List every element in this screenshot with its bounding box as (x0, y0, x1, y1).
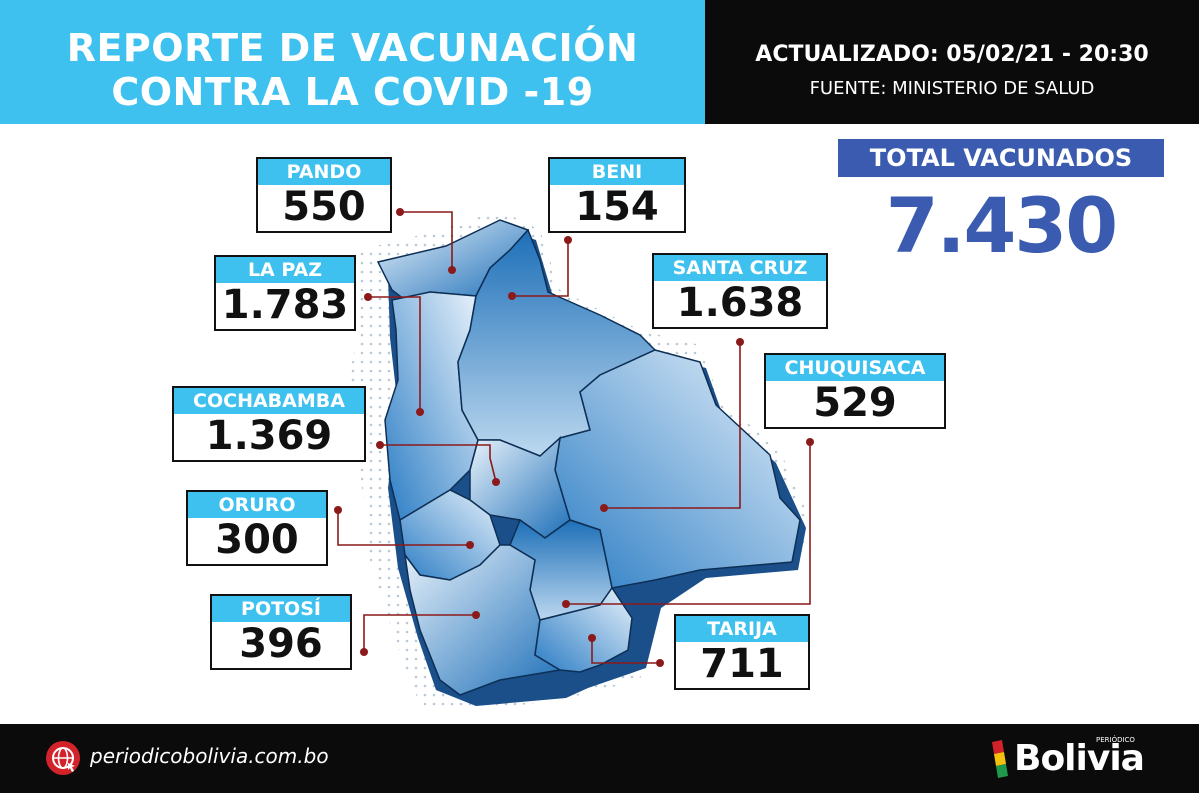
leader-line-chuquisaca (566, 442, 811, 605)
dept-label-beni: BENI (550, 159, 684, 185)
leader-dot (472, 611, 480, 619)
leader-dot (334, 506, 342, 514)
dept-box-oruro: ORURO 300 (186, 490, 328, 566)
leader-line-tarija (591, 638, 660, 664)
dept-box-beni: BENI 154 (548, 157, 686, 233)
dept-value-pando: 550 (282, 184, 366, 230)
dept-label-la-paz: LA PAZ (216, 257, 354, 283)
website-link[interactable]: periodicobolivia.com.bo (90, 744, 329, 768)
title-line-1: REPORTE DE VACUNACIÓN (66, 26, 639, 70)
footer-bar: periodicobolivia.com.bo Bolivia PERIÓDIC… (0, 724, 1199, 793)
leader-dot (588, 634, 596, 642)
title-line-2: CONTRA LA COVID -19 (111, 70, 594, 114)
dept-value-beni: 154 (575, 184, 659, 230)
leader-dot (656, 659, 664, 667)
region-santa-cruz (554, 349, 801, 589)
dept-value-tarija: 711 (700, 641, 784, 687)
leader-line-beni (512, 240, 569, 297)
leader-line-oruro (337, 510, 470, 546)
total-vaccinated-label: TOTAL VACUNADOS (838, 139, 1164, 177)
leader-dot (562, 600, 570, 608)
header-info-panel: ACTUALIZADO: 05/02/21 - 20:30 FUENTE: MI… (705, 0, 1199, 124)
dept-box-santa-cruz: SANTA CRUZ 1.638 (652, 253, 828, 329)
globe-icon (46, 741, 80, 775)
globe-icon-graphic (52, 747, 75, 772)
flag-mark-icon (992, 740, 1008, 778)
leader-line-santa-cruz (604, 342, 741, 509)
leader-dot (416, 408, 424, 416)
leader-line-cochabamba (380, 444, 497, 483)
leader-line-pando (400, 211, 453, 270)
total-vaccinated-value: 7.430 (885, 181, 1118, 270)
dept-label-cochabamba: COCHABAMBA (174, 388, 364, 414)
leader-line-la-paz (368, 296, 421, 412)
leader-dot (376, 441, 384, 449)
leader-dot (448, 266, 456, 274)
dept-box-pando: PANDO 550 (256, 157, 392, 233)
leader-dot (360, 648, 368, 656)
dept-box-cochabamba: COCHABAMBA 1.369 (172, 386, 366, 462)
page-title: REPORTE DE VACUNACIÓN CONTRA LA COVID -1… (0, 26, 705, 114)
leader-dot (600, 504, 608, 512)
leader-dot (564, 236, 572, 244)
dept-value-chuquisaca: 529 (813, 380, 897, 426)
dept-value-oruro: 300 (215, 517, 299, 563)
dept-box-potosi: POTOSÍ 396 (210, 594, 352, 670)
leader-dots (334, 208, 814, 667)
dept-label-pando: PANDO (258, 159, 390, 185)
dept-box-chuquisaca: CHUQUISACA 529 (764, 353, 946, 429)
dept-label-potosi: POTOSÍ (212, 596, 350, 622)
brand-tagline: PERIÓDICO (1096, 736, 1135, 744)
leader-dot (492, 478, 500, 486)
leader-dot (364, 293, 372, 301)
leader-lines (337, 211, 811, 664)
periodico-bolivia-logo: Bolivia PERIÓDICO (990, 736, 1165, 782)
leader-dot (736, 338, 744, 346)
dept-label-oruro: ORURO (188, 492, 326, 518)
dept-label-chuquisaca: CHUQUISACA (766, 355, 944, 381)
dept-box-tarija: TARIJA 711 (674, 614, 810, 690)
dept-value-potosi: 396 (239, 621, 323, 667)
leader-dot (466, 541, 474, 549)
header-title-panel: REPORTE DE VACUNACIÓN CONTRA LA COVID -1… (0, 0, 705, 124)
leader-dot (396, 208, 404, 216)
updated-timestamp: ACTUALIZADO: 05/02/21 - 20:30 (755, 42, 1149, 67)
leader-dot (508, 292, 516, 300)
leader-line-potosi (363, 614, 476, 652)
leader-dot (806, 438, 814, 446)
dept-value-santa-cruz: 1.638 (676, 280, 804, 326)
dept-label-tarija: TARIJA (676, 616, 808, 642)
data-source: FUENTE: MINISTERIO DE SALUD (809, 78, 1095, 99)
dept-label-santa-cruz: SANTA CRUZ (654, 255, 826, 281)
region-tarija (534, 586, 633, 673)
dept-box-la-paz: LA PAZ 1.783 (214, 255, 356, 331)
brand-name: Bolivia (1014, 738, 1145, 779)
dept-value-cochabamba: 1.369 (205, 413, 333, 459)
dept-value-la-paz: 1.783 (221, 282, 349, 328)
